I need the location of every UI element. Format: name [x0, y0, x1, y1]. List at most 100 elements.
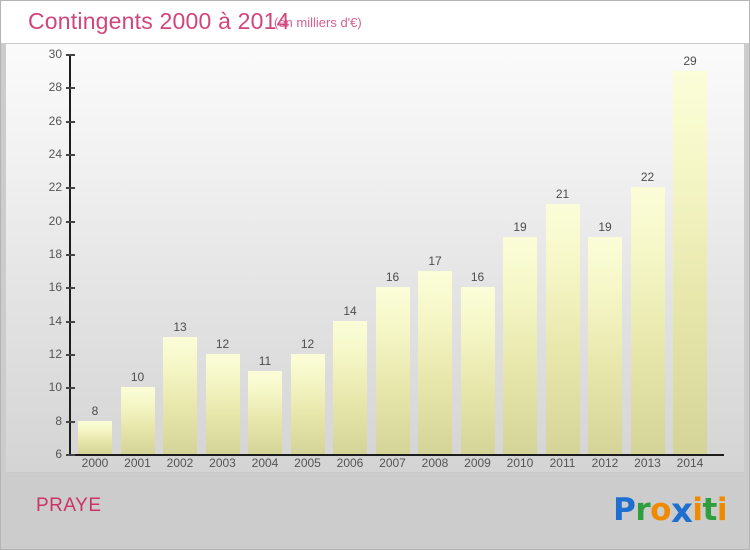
bar[interactable] [290, 354, 325, 454]
x-tick-label: 2007 [379, 456, 406, 470]
bar[interactable] [248, 370, 282, 454]
bar-value-label: 12 [215, 337, 230, 351]
y-tick-mark [66, 454, 75, 456]
y-tick-label: 16 [48, 280, 62, 295]
y-tick-label: 30 [48, 47, 62, 61]
bar[interactable] [333, 320, 367, 454]
x-tick-label: 2012 [591, 456, 619, 470]
bar-group[interactable]: 19 [584, 54, 626, 454]
bar[interactable] [545, 204, 580, 454]
bar-group[interactable]: 21 [542, 54, 584, 454]
bar[interactable] [120, 387, 155, 454]
y-tick-label: 18 [48, 247, 62, 261]
bar-group[interactable]: 19 [499, 54, 541, 454]
bar[interactable] [375, 287, 410, 454]
chart-plot-frame: 6 8 10 12 14 16 18 20 22 24 26 28 30 8 10 13 12 11 12 14 16… [6, 43, 744, 473]
logo-letter: i [716, 492, 728, 528]
proxiti-logo[interactable]: Proxiti [613, 489, 728, 531]
chart-subtitle: (en milliers d'€) [274, 15, 362, 30]
page-title: Contingents 2000 à 2014 [28, 8, 290, 34]
bar[interactable] [78, 420, 112, 454]
y-tick-label: 14 [48, 313, 62, 328]
y-tick-label: 12 [48, 347, 62, 361]
bar-group[interactable]: 8 [74, 54, 116, 454]
y-tick-label: 6 [55, 447, 62, 461]
bar-value-label: 10 [130, 370, 145, 385]
bar-value-label: 19 [513, 220, 527, 235]
y-tick-label: 8 [55, 413, 62, 428]
bar-group[interactable]: 22 [627, 54, 669, 454]
chart-header: Contingents 2000 à 2014 (en milliers d'€… [1, 1, 749, 43]
bar-group[interactable]: 14 [329, 54, 371, 454]
bar-value-label: 22 [640, 170, 655, 185]
bar-value-label: 16 [470, 270, 485, 285]
area-name-label: PRAYE [36, 495, 102, 516]
x-tick-label: 2006 [336, 456, 364, 470]
logo-letter: r [635, 492, 651, 528]
y-tick-mark [66, 154, 75, 156]
x-tick-label: 2001 [124, 456, 151, 470]
y-tick-mark [66, 387, 75, 390]
x-tick-label: 2002 [166, 456, 194, 470]
bar-group[interactable]: 16 [457, 54, 499, 454]
bar-value-label: 17 [428, 253, 442, 268]
bar-value-label: 12 [300, 337, 315, 351]
x-axis-labels: 2000 2001 2002 2003 2004 2005 2006 2007 2008 2009… [69, 456, 737, 476]
y-tick-mark [66, 120, 75, 123]
y-tick-mark [66, 87, 75, 90]
logo-letter: i [692, 492, 703, 528]
logo-letter: t [702, 492, 718, 528]
x-tick-label: 2011 [549, 456, 576, 470]
logo-letter: P [613, 492, 636, 528]
x-tick-label: 2008 [421, 456, 449, 470]
bar[interactable] [673, 70, 707, 454]
bar[interactable] [588, 237, 622, 454]
bar-value-label: 13 [173, 320, 187, 335]
bar-group[interactable]: 10 [117, 54, 159, 454]
x-tick-label: 2005 [294, 456, 321, 470]
y-tick-mark [66, 220, 75, 223]
bar[interactable] [503, 237, 537, 454]
chart-footer: PRAYE Proxiti [1, 473, 749, 549]
bar-value-label: 11 [258, 353, 272, 368]
x-tick-label: 2010 [506, 456, 534, 470]
bar-group[interactable]: 17 [414, 54, 456, 454]
bar-group[interactable]: 13 [159, 54, 201, 454]
x-tick-label: 2003 [209, 456, 236, 470]
y-tick-label: 20 [48, 213, 62, 228]
bar-value-label: 14 [343, 303, 357, 318]
y-tick-mark [66, 254, 75, 256]
bar[interactable] [630, 187, 665, 454]
bar-series: 8 10 13 12 11 12 14 16 17 16 19 21 19 22 29 [69, 54, 737, 454]
x-tick-label: 2004 [251, 456, 279, 470]
x-tick-label: 2014 [676, 456, 704, 470]
y-tick-label: 28 [48, 80, 62, 95]
y-tick-label: 10 [48, 380, 62, 395]
y-tick-mark [66, 187, 75, 190]
bar-group[interactable]: 29 [669, 54, 711, 454]
bar[interactable] [460, 287, 495, 454]
bar-value-label: 19 [598, 220, 612, 235]
bar[interactable] [205, 354, 240, 454]
y-tick-mark [66, 54, 75, 56]
y-tick-mark [66, 320, 75, 323]
y-tick-label: 22 [48, 180, 62, 195]
y-tick-mark [66, 287, 75, 290]
bar-group[interactable]: 12 [202, 54, 244, 454]
logo-letter: x [670, 491, 693, 531]
x-axis-line [69, 454, 724, 456]
bar-value-label: 29 [683, 53, 697, 68]
x-tick-label: 2013 [634, 456, 661, 470]
y-tick-mark [66, 420, 75, 423]
y-tick-label: 24 [48, 147, 62, 161]
bar-group[interactable]: 16 [372, 54, 414, 454]
bar[interactable] [163, 337, 197, 454]
bar-group[interactable]: 12 [287, 54, 329, 454]
bar-value-label: 8 [91, 403, 99, 418]
bar[interactable] [418, 270, 452, 454]
plot-area: 6 8 10 12 14 16 18 20 22 24 26 28 30 8 10 13 12 11 12 14 16… [49, 47, 737, 461]
bar-group[interactable]: 11 [244, 54, 286, 454]
logo-letter: o [650, 492, 671, 528]
x-tick-label: 2009 [464, 456, 491, 470]
